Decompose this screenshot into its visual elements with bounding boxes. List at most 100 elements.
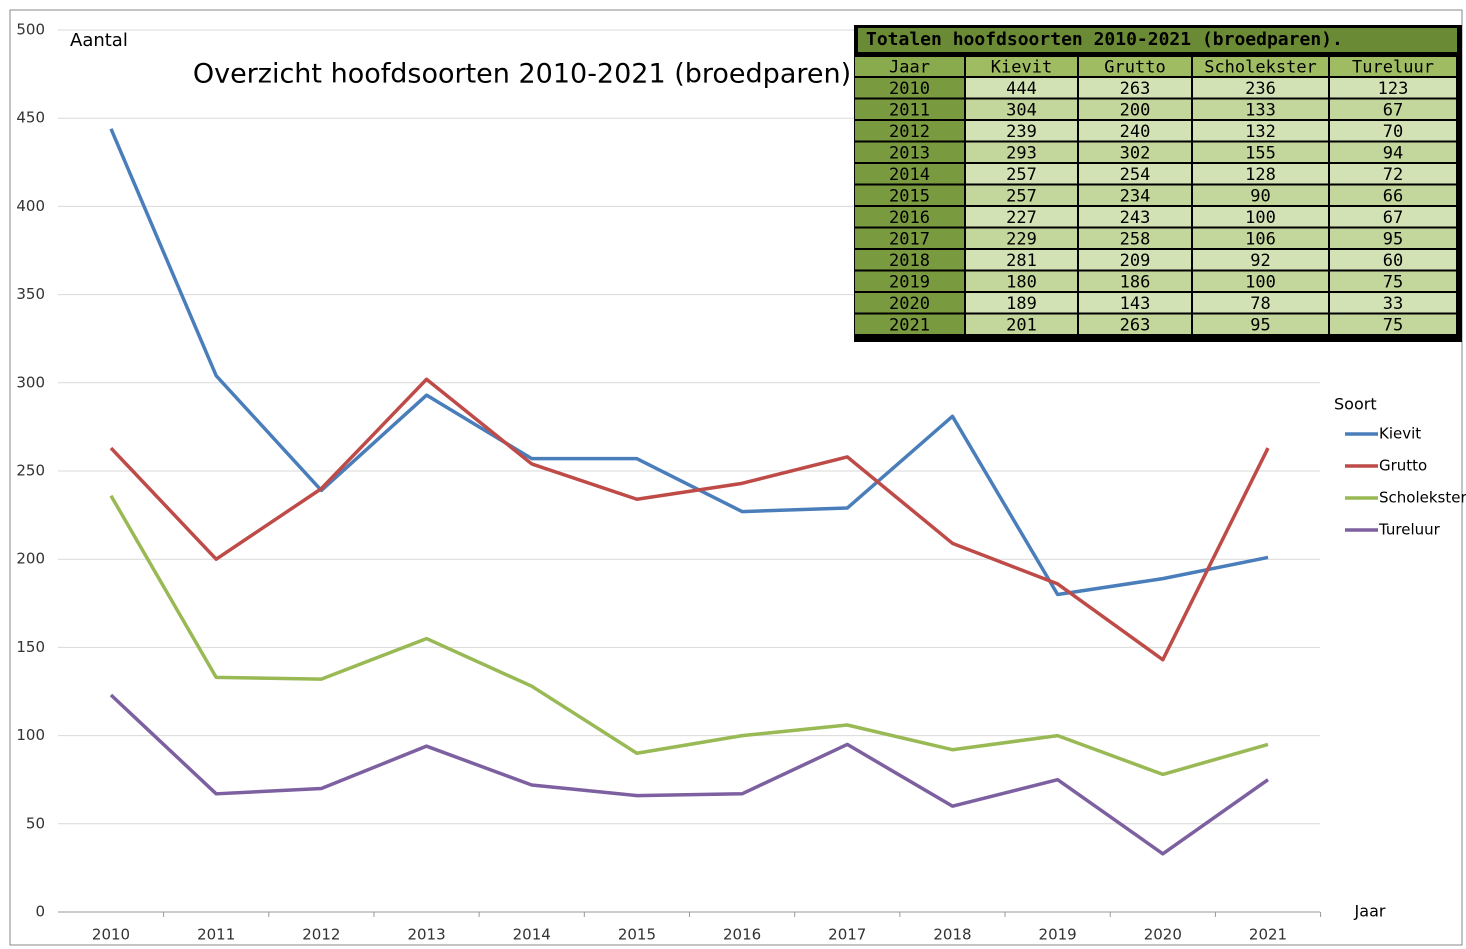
table-cell: 254 [1120, 165, 1151, 185]
table-cell-bg [1079, 207, 1191, 227]
table-cell-bg [1330, 250, 1456, 270]
table-cell-bg [1330, 271, 1456, 291]
table-cell: 67 [1383, 100, 1403, 120]
legend-title: Soort [1334, 395, 1377, 414]
table-cell-bg [855, 142, 964, 162]
chart-title: Overzicht hoofdsoorten 2010-2021 (broedp… [193, 59, 851, 90]
legend-label: Scholekster [1379, 489, 1466, 507]
x-tick-label: 2011 [197, 926, 235, 944]
table-cell-bg [1330, 293, 1456, 313]
table-cell: 234 [1120, 186, 1151, 206]
table-cell-bg [1079, 57, 1191, 76]
series-line [109, 693, 1270, 856]
x-tick-label: 2014 [513, 926, 551, 944]
table-cell-bg [1079, 185, 1191, 205]
table-cell: 92 [1250, 251, 1270, 271]
table-cell-bg [1330, 314, 1456, 334]
table-cell-bg [1193, 293, 1328, 313]
table-cell: 94 [1383, 143, 1403, 163]
table-cell-bg [966, 78, 1077, 98]
x-tick-label: 2013 [407, 926, 445, 944]
series-line [109, 494, 1269, 777]
table-cell: 2020 [889, 294, 930, 314]
y-tick-label: 250 [16, 462, 45, 480]
table-cell: 155 [1245, 143, 1276, 163]
table-cell: 2016 [889, 208, 930, 228]
table-cell-bg [855, 164, 964, 184]
table-cell-bg [1193, 121, 1328, 141]
table-cell: 200 [1120, 100, 1151, 120]
table-cell-bg [966, 250, 1077, 270]
table-cell: 123 [1378, 79, 1409, 99]
table-cell-bg [1193, 185, 1328, 205]
table-cell-bg [966, 99, 1077, 119]
table-cell-bg [1330, 164, 1456, 184]
table-cell: 304 [1006, 100, 1037, 120]
table-cell: 281 [1006, 251, 1037, 271]
table-cell-bg [966, 228, 1077, 248]
table-cell-bg [1079, 271, 1191, 291]
table-cell-bg [966, 207, 1077, 227]
table-cell: Tureluur [1352, 58, 1434, 78]
table-cell: 132 [1245, 122, 1276, 142]
table-cell: 2019 [889, 272, 930, 292]
table-cell: 100 [1245, 272, 1276, 292]
y-tick-label: 150 [16, 638, 45, 656]
table-cell: 263 [1120, 315, 1151, 335]
x-tick-label: 2018 [933, 926, 971, 944]
table-cell: 189 [1006, 294, 1037, 314]
table-cell: 209 [1120, 251, 1151, 271]
table-cell: 229 [1006, 229, 1037, 249]
x-tick-label: 2016 [723, 926, 761, 944]
table-cell-bg [855, 99, 964, 119]
series-line [109, 128, 1269, 597]
x-tick-label: 2019 [1039, 926, 1077, 944]
table-cell-bg [966, 293, 1077, 313]
table-cell-bg [1193, 164, 1328, 184]
table-cell-bg [966, 164, 1077, 184]
table-cell-bg [966, 314, 1077, 334]
table-cell: 2018 [889, 251, 930, 271]
table-cell-bg [1330, 207, 1456, 227]
table-cell-bg [855, 314, 964, 334]
y-tick-label: 350 [16, 285, 45, 303]
table-cell-bg [1193, 207, 1328, 227]
table-cell: 293 [1006, 143, 1037, 163]
table-cell: 302 [1120, 143, 1151, 163]
table-cell-bg [966, 57, 1077, 76]
table-cell: 2015 [889, 186, 930, 206]
table-cell: 2014 [889, 165, 930, 185]
x-tick-label: 2010 [92, 926, 130, 944]
table-title: Totalen hoofdsoorten 2010-2021 (broedpar… [866, 29, 1343, 50]
y-axis-label: Aantal [70, 30, 128, 51]
series-line [109, 377, 1270, 662]
table-cell: Scholekster [1204, 58, 1317, 78]
table-cell: 66 [1383, 186, 1403, 206]
y-tick-label: 400 [16, 197, 45, 215]
table-cell: 128 [1245, 165, 1276, 185]
table-cell: 100 [1245, 208, 1276, 228]
table-cell-bg [1079, 164, 1191, 184]
table-cell-bg [1079, 314, 1191, 334]
table-cell-bg [855, 228, 964, 248]
table-cell-bg [855, 185, 964, 205]
y-tick-label: 50 [26, 814, 45, 832]
legend-label: Grutto [1379, 457, 1427, 475]
y-tick-label: 200 [16, 550, 45, 568]
table-cell: 67 [1383, 208, 1403, 228]
table-cell: 2017 [889, 229, 930, 249]
table-cell: Kievit [991, 58, 1052, 78]
table-cell-bg [1079, 142, 1191, 162]
table-cell-bg [1079, 228, 1191, 248]
table-cell: 201 [1006, 315, 1037, 335]
legend-label: Tureluur [1378, 521, 1441, 539]
table-cell: 33 [1383, 294, 1403, 314]
table-cell: 227 [1006, 208, 1037, 228]
table-cell: 143 [1120, 294, 1151, 314]
table-title-bg [858, 28, 1457, 52]
table-cell-bg [1079, 250, 1191, 270]
table-cell-bg [966, 121, 1077, 141]
legend-label: Kievit [1379, 425, 1421, 443]
table-cell: 2012 [889, 122, 930, 142]
